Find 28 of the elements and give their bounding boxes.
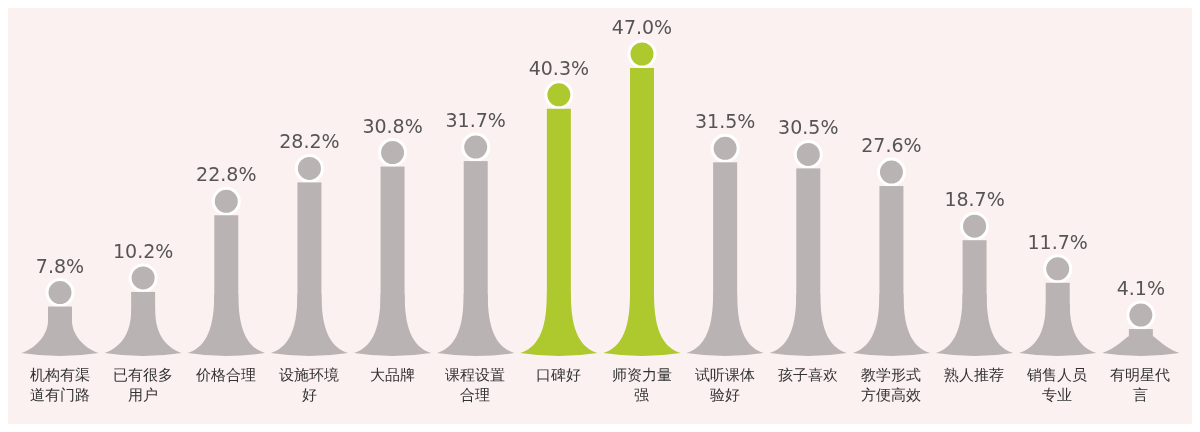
x-tick-label: 课程设置合理 bbox=[445, 366, 506, 404]
data-label: 22.8% bbox=[196, 163, 257, 186]
data-label: 47.0% bbox=[611, 16, 673, 38]
x-tick-label: 熟人推荐 bbox=[944, 366, 1005, 384]
x-tick-label: 口碑好 bbox=[535, 366, 581, 384]
x-tick-label: 设施环境好 bbox=[279, 366, 339, 404]
data-label: 30.8% bbox=[362, 114, 423, 137]
data-label: 31.7% bbox=[445, 109, 506, 132]
data-label: 31.5% bbox=[694, 110, 756, 133]
data-label: 30.5% bbox=[778, 116, 839, 139]
x-tick-label: 销售人员专业 bbox=[1026, 366, 1088, 404]
data-label: 40.3% bbox=[528, 56, 590, 79]
x-tick-label: 已有很多用户 bbox=[112, 366, 173, 404]
data-label: 10.2% bbox=[112, 239, 174, 262]
x-tick-label: 师资力量强 bbox=[611, 366, 672, 404]
x-tick-label: 大品牌 bbox=[369, 366, 415, 384]
x-tick-label: 孩子喜欢 bbox=[777, 366, 838, 384]
data-label: 4.1% bbox=[1116, 277, 1165, 300]
x-tick-label: 有明星代言 bbox=[1110, 366, 1171, 404]
data-label: 18.7% bbox=[944, 188, 1005, 211]
x-tick-label: 机构有渠道有门路 bbox=[29, 366, 90, 404]
data-label: 7.8% bbox=[35, 254, 85, 277]
data-label: 11.7% bbox=[1027, 230, 1088, 253]
x-tick-label: 试听课体验好 bbox=[694, 366, 755, 404]
data-label: 27.6% bbox=[861, 134, 922, 157]
x-tick-label: 教学形式方便高效 bbox=[861, 366, 921, 404]
data-label: 28.2% bbox=[279, 130, 340, 153]
x-tick-label: 价格合理 bbox=[194, 366, 256, 384]
